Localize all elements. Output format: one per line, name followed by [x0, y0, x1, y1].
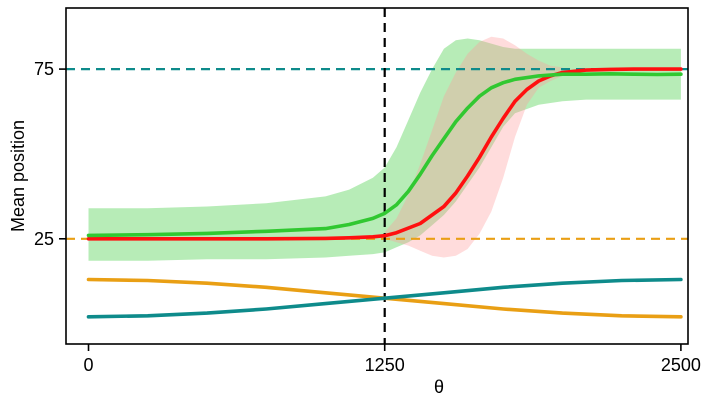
x-tick-label-2: 2500	[661, 355, 701, 375]
series-line-2	[86, 67, 683, 241]
y-axis-label: Mean position	[8, 120, 28, 232]
confidence-bands	[88, 36, 681, 261]
x-axis-label: θ	[434, 377, 444, 397]
series-line-1	[86, 277, 683, 319]
plot-frame	[65, 7, 689, 345]
x-tick-label-0: 0	[84, 355, 94, 375]
y-tick-label-0: 25	[34, 229, 54, 249]
band-0	[88, 38, 681, 261]
y-tick-label-1: 75	[34, 59, 54, 79]
axes: 0 1250 2500 25 75 θ Mean position	[8, 59, 701, 397]
x-tick-label-1: 1250	[365, 355, 405, 375]
series-line-3	[86, 72, 683, 238]
series-lines	[86, 67, 683, 319]
band-1	[384, 36, 563, 258]
